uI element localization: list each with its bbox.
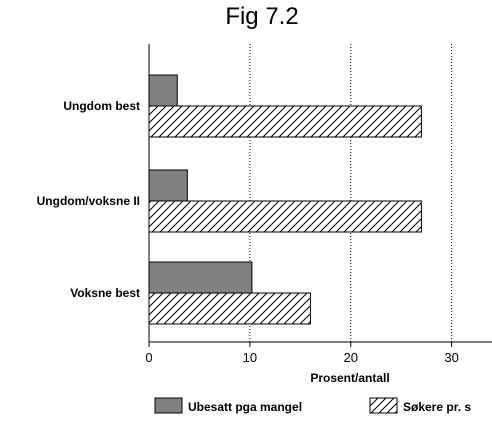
x-axis-title: Prosent/antall [310,371,389,385]
legend-label-0: Ubesatt pga mangel [188,400,302,414]
x-tick-label-0: 0 [145,350,152,365]
legend-swatch-1 [369,397,398,414]
x-tick-label-10: 10 [243,350,257,365]
x-tick-label-30: 30 [444,350,458,365]
category-label-1: Ungdom/voksne II [37,194,140,208]
bar-sokere-0 [148,105,422,138]
chart-title: Fig 7.2 [225,3,298,30]
bar-ubesatt-2 [148,261,253,294]
x-tick-label-20: 20 [344,350,358,365]
plot-area: Ungdom best Ungdom/voksne II Voksne best 0 1… [37,44,492,365]
bar-ubesatt-1 [148,169,188,202]
category-label-2: Voksne best [70,286,140,300]
bar-ubesatt-0 [148,74,178,107]
bar-sokere-1 [148,200,422,233]
legend-swatch-0 [154,397,183,414]
category-label-0: Ungdom best [63,99,140,113]
legend-label-1: Søkere pr. s [403,400,471,414]
bar-sokere-2 [148,292,311,325]
legend: Ubesatt pga mangel Søkere pr. s [154,397,471,414]
